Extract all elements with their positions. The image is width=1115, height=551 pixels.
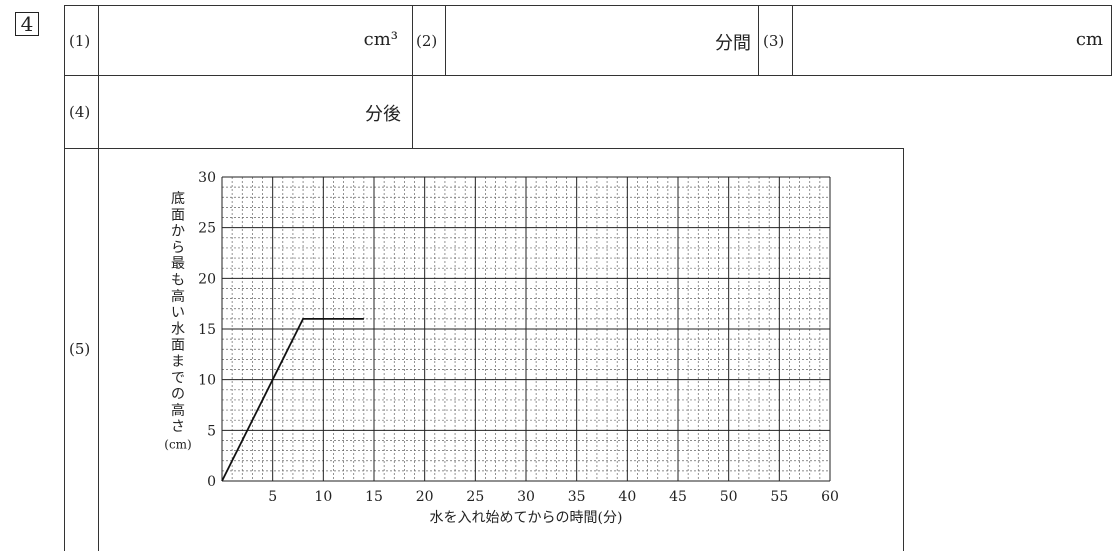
x-tick-label: 45: [669, 489, 687, 505]
answer-label-1: (1): [69, 32, 91, 50]
y-axis-label-char: 高: [171, 288, 185, 305]
y-tick-label: 5: [207, 423, 216, 439]
column-divider-1: [412, 5, 413, 148]
answer-label-3: (3): [763, 32, 785, 50]
y-axis-label-char: 面: [171, 338, 185, 354]
y-axis-label-char: 面: [171, 207, 185, 223]
y-axis-label-char: い: [171, 305, 185, 321]
y-tick-label: 30: [198, 170, 216, 186]
answer-unit-4: 分後: [365, 104, 401, 125]
series-line: [221, 317, 364, 482]
x-tick-label: 50: [720, 489, 738, 505]
y-tick-label: 20: [198, 271, 216, 287]
table-border-top: [64, 5, 1112, 6]
y-axis-label-char: 最: [171, 256, 185, 272]
y-tick-label: 25: [198, 221, 216, 237]
x-axis-label: 水を入れ始めてからの時間(分): [430, 510, 623, 526]
question-number-box: 4: [15, 12, 39, 36]
y-axis-label-char: で: [171, 370, 185, 386]
y-axis-label-char: 底: [171, 191, 185, 207]
x-tick-label: 60: [821, 489, 839, 505]
y-axis-unit: (cm): [164, 438, 191, 452]
x-tick-label: 30: [517, 489, 535, 505]
answer-label-5: (5): [69, 340, 91, 358]
x-tick-label: 55: [770, 489, 788, 505]
answer-unit-1: cm³: [363, 29, 398, 50]
y-axis-label-char: も: [171, 273, 185, 289]
y-axis-label-char: 水: [171, 321, 185, 337]
y-tick-label: 0: [207, 474, 216, 490]
answer-unit-3: cm: [1075, 29, 1103, 50]
column-divider-4: [792, 5, 793, 75]
table-row-divider-2: [64, 148, 904, 149]
answer-unit-2: 分間: [715, 33, 751, 54]
answer-label-2: (2): [416, 32, 438, 50]
y-tick-label: 10: [198, 373, 216, 389]
table-row-divider-1: [64, 75, 1112, 76]
x-tick-label: 10: [314, 489, 332, 505]
x-tick-label: 15: [365, 489, 383, 505]
answer-label-4: (4): [69, 103, 91, 121]
column-divider-2: [445, 5, 446, 75]
y-axis-label-char: ま: [171, 354, 185, 370]
x-tick-label: 40: [618, 489, 636, 505]
x-tick-label: 5: [268, 489, 277, 505]
x-tick-label: 25: [466, 489, 484, 505]
y-axis-label-char: の: [171, 387, 185, 403]
y-axis-label-char: さ: [171, 419, 185, 435]
label-column-divider: [98, 5, 99, 551]
graph-cell-right-border: [903, 148, 904, 551]
x-tick-label: 20: [416, 489, 434, 505]
y-tick-label: 15: [198, 322, 216, 338]
x-tick-label: 35: [568, 489, 586, 505]
table-border-left: [64, 5, 65, 551]
y-axis-label-char: か: [171, 224, 185, 240]
column-divider-3: [758, 5, 759, 75]
question-number: 4: [20, 12, 34, 36]
y-axis-label-char: 高: [171, 402, 185, 419]
table-border-right: [1111, 5, 1112, 75]
y-axis-label-char: ら: [171, 240, 185, 256]
